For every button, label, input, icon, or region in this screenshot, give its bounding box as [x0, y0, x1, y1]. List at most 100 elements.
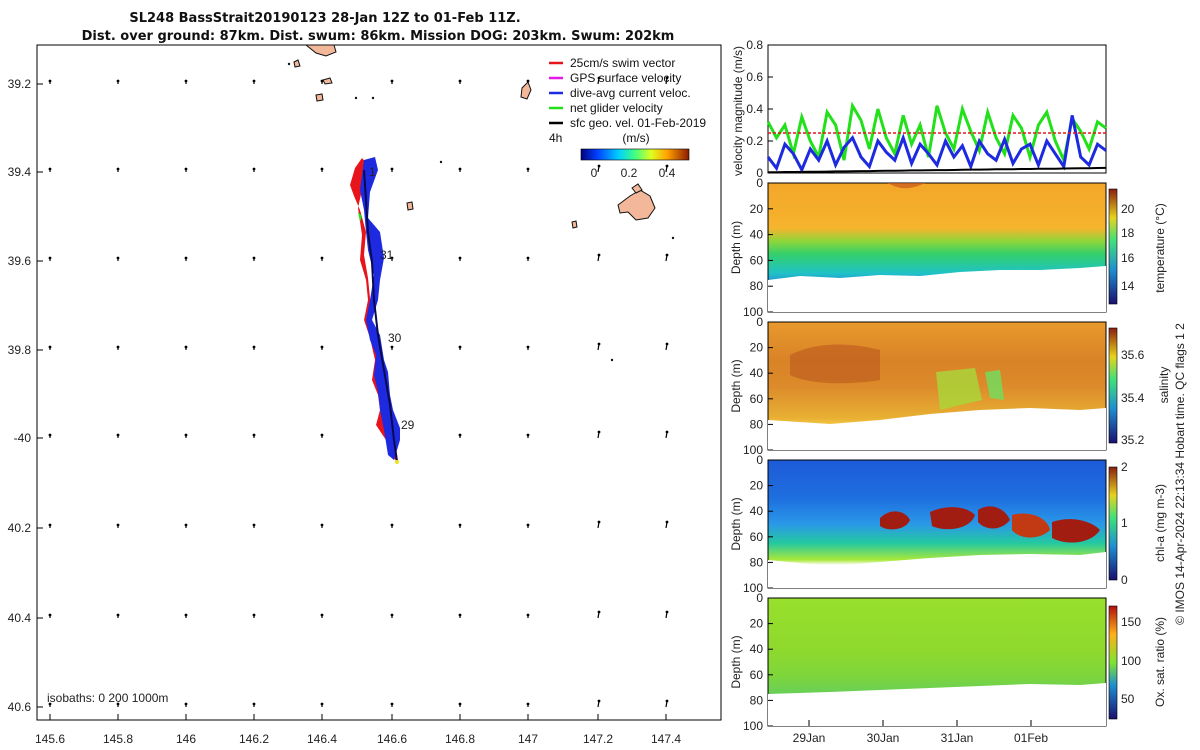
speed-colorbar: [580, 148, 690, 161]
net-velocity-mark: [358, 212, 362, 222]
velocity-arrow-head: [48, 702, 52, 706]
velocity-arrow-head: [526, 167, 530, 171]
depth-axis-label: Depth (m): [729, 359, 743, 412]
velocity-arrow-head: [184, 523, 188, 527]
velocity-arrow-head: [48, 523, 52, 527]
velocity-arrow-head: [48, 613, 52, 617]
depth-tick-label: 100: [743, 443, 763, 457]
depth-tick-label: 20: [750, 617, 764, 631]
velocity-series: [766, 101, 1107, 174]
map-x-tick-label: 146.4: [307, 732, 337, 746]
velocity-panel: 0 0.2 0.4 0.6 0.8 velocity magnitude (m/s): [731, 38, 1107, 180]
credit-line: © IMOS 14-Apr-2024 22:13:34 Hobart time.…: [1173, 323, 1187, 625]
velocity-arrow-head: [116, 167, 120, 171]
legend-label: sfc geo. vel. 01-Feb-2019: [570, 116, 706, 130]
time-tick-label: 31Jan: [941, 731, 974, 745]
dive-avg-current-trace: [360, 157, 400, 460]
velocity-arrow-head: [597, 430, 601, 434]
island: [304, 44, 337, 57]
velocity-arrow-head: [458, 79, 462, 83]
velocity-arrow-head: [116, 345, 120, 349]
profile-colorbars: [1108, 188, 1118, 720]
velocity-arrow-head: [116, 79, 120, 83]
velocity-arrow-head: [597, 699, 601, 703]
profile-panels: 0 20 40 60 80 100 Depth (m) 0 20 40 60 80 100 Depth (…: [729, 176, 1107, 745]
colorbar-tick-label: 0: [1121, 573, 1128, 587]
depth-tick-label: 80: [750, 693, 764, 707]
velocity-y-label: velocity magnitude (m/s): [731, 46, 745, 176]
temperature-warm-patch: [888, 183, 925, 189]
oxygen-seafloor-mask: [768, 683, 1106, 726]
chlorophyll-max-patch: [978, 506, 1010, 529]
legend-label: 25cm/s swim vector: [570, 56, 675, 70]
colorbar-label: chl-a (mg m-3): [1153, 484, 1167, 562]
island: [406, 201, 414, 211]
island: [571, 220, 578, 229]
chlorophyll-max-patch: [1012, 513, 1050, 538]
map-x-tick-label: 147: [518, 732, 538, 746]
swim-vector-trace: [350, 158, 398, 461]
colorbar-tick: 0: [591, 166, 598, 180]
map-panel: 145.6 145.8 146 146.2 146.4 146.6 146.8 147 147.…: [8, 44, 722, 746]
map-x-tick-label: 145.8: [103, 732, 133, 746]
colorbar-tick: 0.4: [659, 166, 676, 180]
velocity-arrow-head: [390, 613, 394, 617]
depth-tick-label: 100: [743, 581, 763, 595]
depth-tick-label: 40: [750, 642, 764, 656]
map-x-tick-label: 147.2: [583, 732, 613, 746]
colorbar-tick-label: 50: [1121, 692, 1135, 706]
velocity-arrow-head: [597, 520, 601, 524]
colorbar-tick-label: 14: [1121, 279, 1135, 293]
velocity-y-tick-label: 0: [756, 166, 763, 180]
geostrophic-velocity-field: [48, 76, 669, 708]
colorbar-tick-label: 35.4: [1121, 391, 1145, 405]
velocity-arrow-head: [458, 613, 462, 617]
depth-tick-label: 60: [750, 530, 764, 544]
oxygen-panel: [767, 597, 1107, 727]
map-x-tick-label: 146.8: [445, 732, 475, 746]
velocity-arrow-head: [597, 164, 601, 168]
velocity-arrow-head: [665, 430, 669, 434]
depth-tick-label: 80: [750, 555, 764, 569]
chlorophyll-panel: [767, 459, 1107, 589]
depth-axis-label: Depth (m): [729, 221, 743, 274]
velocity-arrow-head: [390, 523, 394, 527]
chlorophyll-max-patch: [880, 511, 910, 530]
chlorophyll-seafloor-mask: [768, 552, 1106, 588]
velocity-y-tick-label: 0.8: [746, 38, 763, 52]
velocity-y-tick-label: 0.4: [746, 102, 763, 116]
time-tick-label: 30Jan: [867, 731, 900, 745]
map-y-tick-label: -40: [14, 431, 32, 445]
map-x-tick-label: 146: [176, 732, 196, 746]
velocity-arrow-head: [184, 345, 188, 349]
island: [520, 81, 532, 100]
salinity-low-patch: [936, 368, 982, 410]
chlorophyll-colorbar: [1108, 466, 1118, 581]
velocity-series-line: [768, 166, 1107, 174]
velocity-y-tick-label: 0.6: [746, 70, 763, 84]
velocity-arrow-head: [526, 345, 530, 349]
colorbar-label: temperature (°C): [1153, 203, 1167, 293]
depth-tick-label: 0: [756, 591, 763, 605]
depth-tick-label: 0: [756, 176, 763, 190]
profile-axes: 0 20 40 60 80 100 Depth (m) 0 20 40 60 80 100 Depth (…: [729, 176, 1048, 745]
velocity-arrow-head: [665, 253, 669, 257]
velocity-arrow-head: [458, 702, 462, 706]
colorbar-tick-label: 35.2: [1121, 433, 1145, 447]
temperature-colorbar: [1108, 188, 1118, 305]
velocity-arrow-head: [116, 613, 120, 617]
velocity-arrow-head: [252, 433, 256, 437]
velocity-arrow-head: [526, 702, 530, 706]
velocity-arrow-head: [48, 345, 52, 349]
velocity-arrow-head: [665, 520, 669, 524]
velocity-arrow-head: [320, 523, 324, 527]
colorbar-tick-label: 20: [1121, 202, 1135, 216]
map-x-axis: 145.6 145.8 146 146.2 146.4 146.6 146.8 147 147.…: [35, 714, 681, 746]
island: [617, 189, 656, 221]
velocity-arrow-head: [526, 79, 530, 83]
velocity-arrow-head: [116, 256, 120, 260]
velocity-arrow-head: [184, 256, 188, 260]
velocity-arrow-head: [320, 256, 324, 260]
